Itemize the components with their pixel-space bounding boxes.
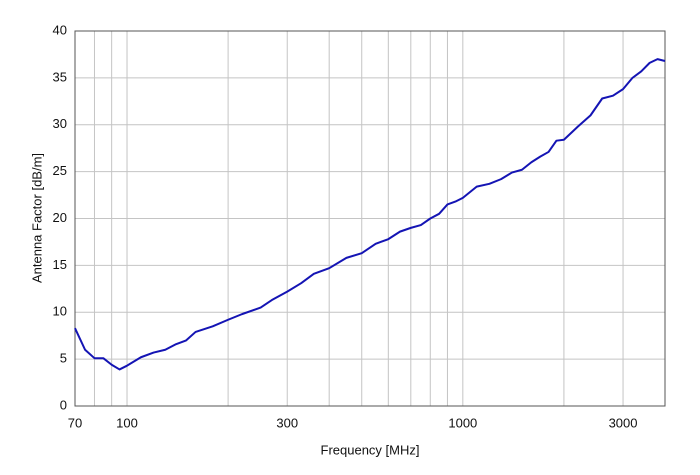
x-tick-label: 100: [116, 415, 138, 430]
x-tick-label: 3000: [609, 415, 638, 430]
y-tick-label: 40: [53, 22, 67, 37]
x-tick-label: 300: [276, 415, 298, 430]
data-line: [74, 58, 666, 371]
y-axis-label: Antenna Factor [dB/m]: [29, 153, 44, 283]
y-tick-label: 35: [53, 69, 67, 84]
x-tick-label: 1000: [448, 415, 477, 430]
y-tick-label: 20: [53, 210, 67, 225]
y-tick-label: 10: [53, 304, 67, 319]
x-tick-label: 70: [68, 415, 82, 430]
y-tick-label: 25: [53, 163, 67, 178]
y-tick-label: 0: [60, 397, 67, 412]
y-tick-label: 30: [53, 116, 67, 131]
x-axis-label: Frequency [MHz]: [321, 442, 420, 457]
plot-frame: [74, 30, 666, 407]
y-tick-label: 15: [53, 257, 67, 272]
y-tick-label: 5: [60, 351, 67, 366]
